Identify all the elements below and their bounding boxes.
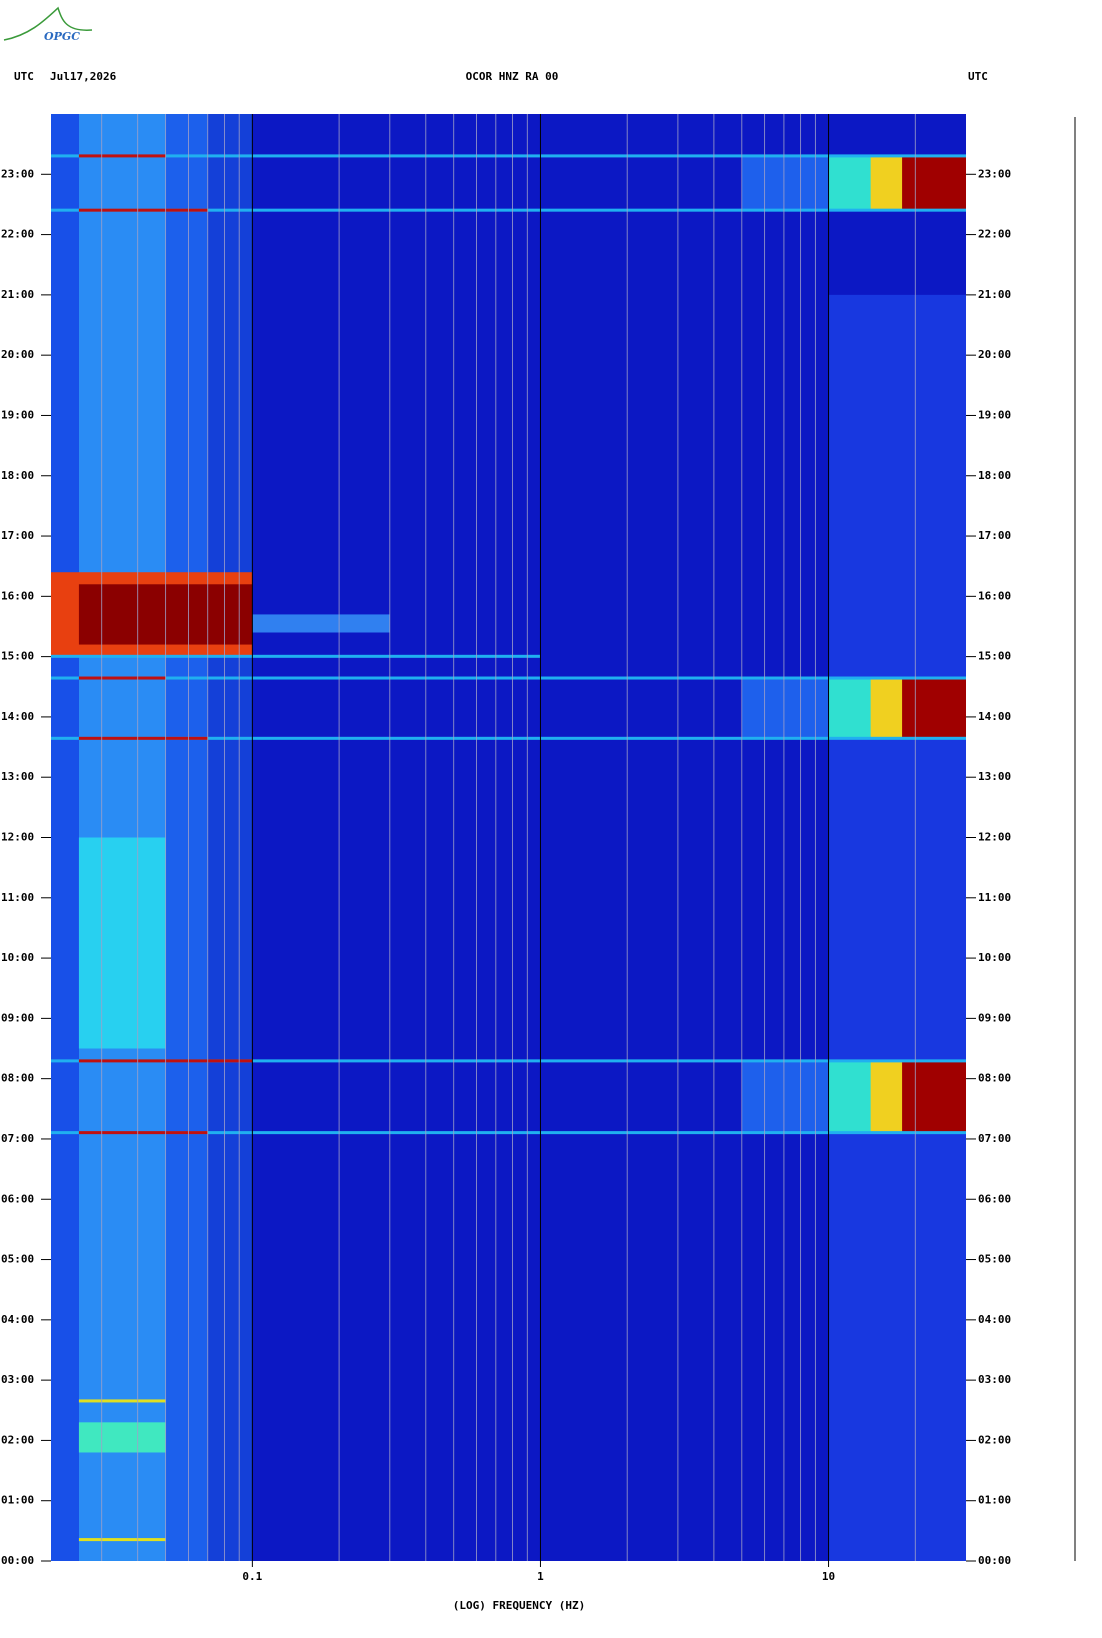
y-tick-label: 17:00 bbox=[978, 529, 1011, 542]
y-tick-label: 23:00 bbox=[978, 167, 1011, 180]
y-tick-label: 05:00 bbox=[1, 1253, 34, 1266]
spectral-region bbox=[207, 114, 253, 1561]
logo: OPGC bbox=[44, 30, 80, 43]
spectral-region bbox=[51, 736, 966, 740]
header-right: UTC bbox=[968, 70, 988, 83]
y-tick-label: 22:00 bbox=[978, 228, 1011, 241]
y-tick-label: 10:00 bbox=[1, 951, 34, 964]
spectral-region bbox=[51, 676, 966, 680]
y-tick-label: 17:00 bbox=[1, 529, 34, 542]
spectral-region bbox=[51, 1059, 966, 1063]
y-tick-label: 09:00 bbox=[1, 1011, 34, 1024]
x-tick-label: 0.1 bbox=[242, 1570, 262, 1583]
y-tick-label: 04:00 bbox=[1, 1313, 34, 1326]
logo-swoosh bbox=[3, 6, 93, 41]
x-axis-label: (LOG) FREQUENCY (HZ) bbox=[453, 1599, 585, 1612]
y-tick-label: 03:00 bbox=[978, 1373, 1011, 1386]
header-left: UTC bbox=[14, 70, 34, 83]
spectral-region bbox=[78, 1422, 166, 1453]
spectral-region bbox=[51, 154, 966, 158]
y-tick-label: 19:00 bbox=[1, 408, 34, 421]
spectral-region bbox=[78, 1538, 166, 1542]
date: Jul17,2026 bbox=[50, 70, 117, 83]
y-tick-label: 02:00 bbox=[978, 1433, 1011, 1446]
y-tick-label: 12:00 bbox=[1, 831, 34, 844]
y-tick-label: 16:00 bbox=[1, 589, 34, 602]
y-tick-label: 01:00 bbox=[1, 1494, 34, 1507]
spectral-region bbox=[902, 1060, 966, 1133]
spectral-region bbox=[51, 114, 79, 1561]
y-tick-label: 02:00 bbox=[1, 1433, 34, 1446]
spectral-region bbox=[902, 156, 966, 211]
spectral-region bbox=[78, 208, 208, 212]
y-tick-label: 06:00 bbox=[978, 1192, 1011, 1205]
y-tick-label: 11:00 bbox=[1, 891, 34, 904]
spectral-region bbox=[78, 676, 166, 680]
spectral-region bbox=[78, 837, 166, 1049]
y-tick-label: 20:00 bbox=[1, 348, 34, 361]
y-tick-label: 08:00 bbox=[1, 1072, 34, 1085]
y-tick-label: 13:00 bbox=[978, 770, 1011, 783]
y-tick-label: 07:00 bbox=[1, 1132, 34, 1145]
x-tick-label: 1 bbox=[537, 1570, 544, 1583]
y-tick-label: 14:00 bbox=[978, 710, 1011, 723]
y-tick-label: 13:00 bbox=[1, 770, 34, 783]
y-tick-label: 21:00 bbox=[978, 288, 1011, 301]
spectral-region bbox=[78, 154, 166, 158]
y-tick-label: 22:00 bbox=[1, 228, 34, 241]
y-tick-label: 18:00 bbox=[1, 469, 34, 482]
y-tick-label: 06:00 bbox=[1, 1192, 34, 1205]
y-tick-label: 15:00 bbox=[978, 650, 1011, 663]
y-tick-label: 07:00 bbox=[978, 1132, 1011, 1145]
y-tick-label: 16:00 bbox=[978, 589, 1011, 602]
spectral-region bbox=[828, 294, 966, 1561]
y-tick-label: 01:00 bbox=[978, 1494, 1011, 1507]
y-tick-label: 03:00 bbox=[1, 1373, 34, 1386]
y-tick-label: 00:00 bbox=[1, 1554, 34, 1567]
y-tick-label: 14:00 bbox=[1, 710, 34, 723]
y-tick-label: 08:00 bbox=[978, 1072, 1011, 1085]
y-tick-label: 04:00 bbox=[978, 1313, 1011, 1326]
y-tick-label: 21:00 bbox=[1, 288, 34, 301]
spectral-region bbox=[78, 1131, 208, 1135]
spectral-region bbox=[902, 677, 966, 739]
y-tick-label: 09:00 bbox=[978, 1011, 1011, 1024]
x-tick-label: 10 bbox=[822, 1570, 835, 1583]
y-tick-label: 00:00 bbox=[978, 1554, 1011, 1567]
y-tick-label: 20:00 bbox=[978, 348, 1011, 361]
spectral-region bbox=[78, 1399, 166, 1403]
y-tick-label: 19:00 bbox=[978, 408, 1011, 421]
y-tick-label: 05:00 bbox=[978, 1253, 1011, 1266]
chart-title: OCOR HNZ RA 00 bbox=[466, 70, 559, 83]
y-tick-label: 11:00 bbox=[978, 891, 1011, 904]
spectral-region bbox=[51, 208, 966, 212]
spectral-region bbox=[51, 654, 541, 658]
spectral-region bbox=[78, 736, 208, 740]
y-tick-label: 18:00 bbox=[978, 469, 1011, 482]
y-tick-label: 12:00 bbox=[978, 831, 1011, 844]
y-tick-label: 15:00 bbox=[1, 650, 34, 663]
y-tick-label: 10:00 bbox=[978, 951, 1011, 964]
spectral-region bbox=[51, 1131, 966, 1135]
y-tick-label: 23:00 bbox=[1, 167, 34, 180]
spectral-region bbox=[252, 614, 390, 633]
spectral-region bbox=[165, 114, 208, 1561]
